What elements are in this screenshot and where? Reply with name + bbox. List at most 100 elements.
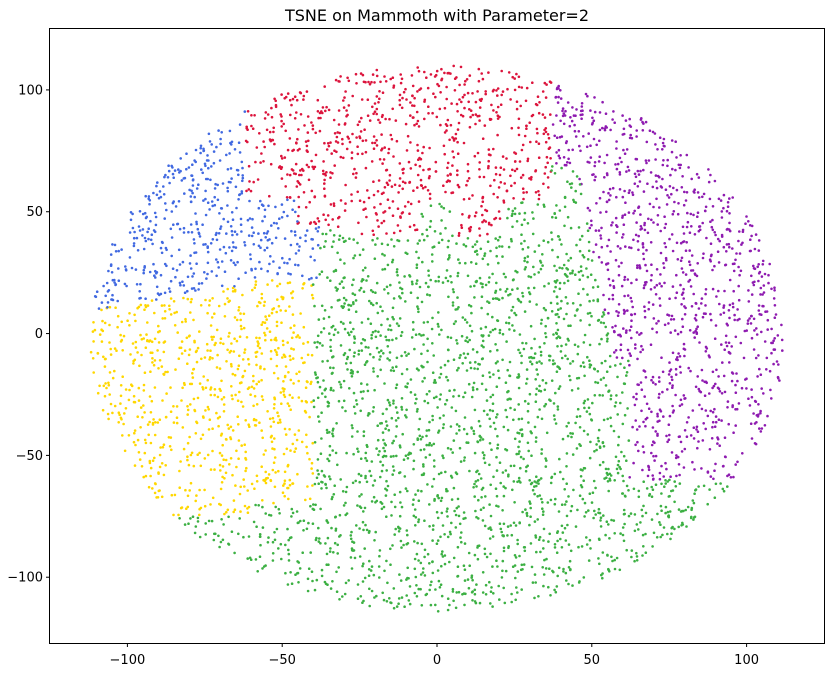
scatter-point	[471, 245, 475, 249]
scatter-point	[243, 244, 247, 247]
scatter-point	[163, 310, 167, 313]
scatter-point	[585, 145, 589, 149]
scatter-point	[350, 375, 354, 378]
scatter-point	[449, 448, 453, 451]
scatter-point	[171, 201, 175, 205]
scatter-point	[677, 352, 680, 355]
scatter-point	[255, 474, 259, 478]
scatter-point	[298, 183, 302, 186]
scatter-point	[306, 451, 309, 455]
scatter-point	[237, 173, 240, 177]
scatter-point	[260, 465, 264, 469]
scatter-point	[662, 266, 666, 270]
scatter-point	[736, 379, 739, 383]
scatter-point	[339, 386, 343, 389]
scatter-point	[489, 395, 493, 399]
scatter-point	[283, 375, 287, 379]
scatter-point	[639, 381, 643, 384]
scatter-point	[695, 425, 699, 429]
scatter-point	[637, 234, 640, 238]
scatter-point	[368, 82, 372, 86]
scatter-point	[287, 538, 291, 542]
scatter-point	[544, 165, 547, 169]
scatter-point	[332, 202, 336, 205]
scatter-point	[677, 202, 680, 205]
scatter-point	[487, 164, 490, 168]
scatter-point	[159, 195, 163, 199]
scatter-point	[384, 169, 388, 172]
scatter-point	[658, 521, 661, 524]
scatter-point	[349, 321, 352, 324]
scatter-point	[204, 189, 207, 193]
scatter-point	[544, 140, 548, 144]
scatter-point	[423, 117, 426, 121]
scatter-point	[330, 372, 334, 375]
scatter-point	[245, 336, 249, 339]
scatter-point	[451, 150, 455, 153]
scatter-point	[240, 160, 244, 164]
scatter-point	[315, 476, 319, 480]
scatter-point	[391, 76, 395, 79]
scatter-point	[408, 274, 411, 277]
scatter-point	[152, 191, 155, 195]
scatter-point	[285, 447, 289, 451]
scatter-point	[193, 340, 196, 344]
scatter-point	[518, 521, 521, 525]
scatter-point	[622, 148, 625, 152]
scatter-point	[468, 108, 471, 111]
scatter-point	[230, 365, 233, 368]
scatter-point	[419, 573, 423, 576]
scatter-point	[479, 438, 482, 442]
scatter-point	[497, 369, 500, 373]
scatter-point	[621, 391, 624, 394]
scatter-point	[423, 376, 426, 380]
scatter-point	[269, 254, 272, 258]
scatter-point	[324, 218, 328, 222]
scatter-point	[320, 411, 323, 415]
scatter-point	[358, 253, 362, 257]
scatter-point	[383, 569, 386, 573]
scatter-point	[489, 590, 493, 593]
scatter-point	[294, 447, 298, 450]
scatter-point	[270, 115, 274, 119]
scatter-point	[163, 262, 167, 266]
scatter-point	[362, 599, 365, 603]
scatter-point	[511, 168, 514, 172]
scatter-point	[230, 249, 234, 253]
scatter-point	[463, 568, 467, 571]
scatter-point	[481, 200, 485, 203]
scatter-point	[398, 229, 402, 233]
scatter-point	[571, 269, 574, 273]
scatter-point	[569, 226, 573, 230]
scatter-point	[202, 149, 206, 152]
scatter-point	[458, 428, 461, 432]
scatter-point	[426, 320, 430, 324]
scatter-point	[205, 277, 208, 280]
scatter-point	[261, 505, 264, 509]
scatter-point	[483, 524, 487, 528]
scatter-point	[474, 211, 478, 214]
scatter-point	[563, 503, 567, 506]
scatter-point	[540, 448, 544, 451]
scatter-point	[704, 304, 707, 307]
scatter-point	[351, 481, 355, 485]
scatter-point	[362, 200, 366, 204]
scatter-point	[484, 583, 488, 587]
scatter-point	[583, 501, 587, 505]
scatter-point	[635, 278, 638, 282]
scatter-point	[354, 479, 358, 483]
scatter-point	[310, 353, 314, 357]
scatter-point	[267, 204, 270, 208]
scatter-point	[660, 464, 663, 468]
scatter-point	[281, 356, 284, 359]
scatter-point	[514, 152, 518, 155]
scatter-point	[593, 164, 596, 168]
scatter-point	[476, 90, 479, 93]
scatter-point	[453, 89, 457, 92]
scatter-point	[435, 542, 439, 545]
scatter-point	[263, 215, 267, 218]
scatter-point	[344, 183, 347, 187]
scatter-point	[206, 349, 209, 352]
scatter-point	[438, 398, 442, 401]
scatter-point	[266, 410, 269, 413]
